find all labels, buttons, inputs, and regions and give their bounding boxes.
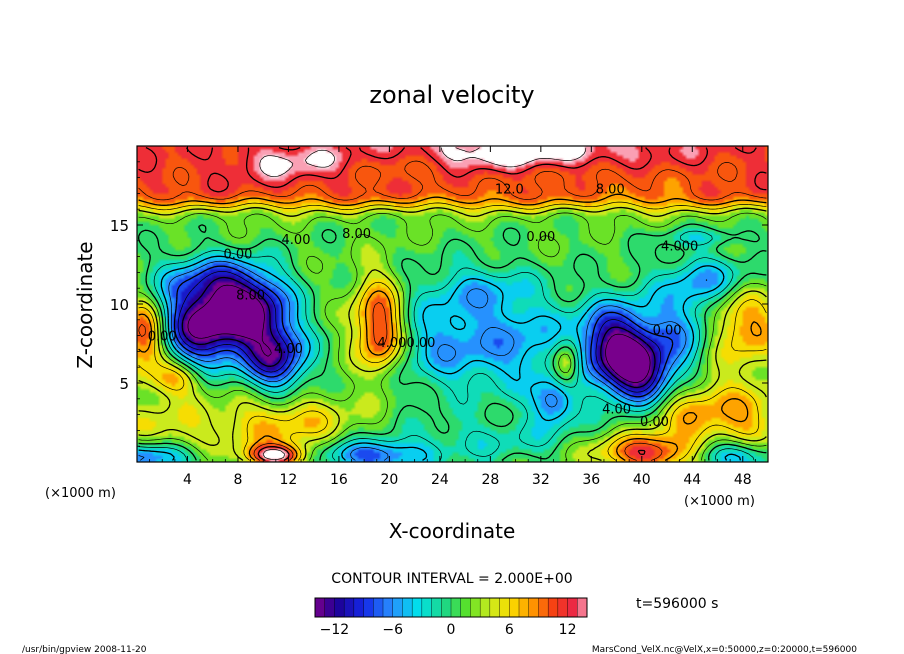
contour-line [138,212,767,461]
colorbar-frame [314,597,588,618]
contour-line [187,284,651,383]
x-unit-left: (×1000 m) [45,486,116,501]
colorbar-tick-label: 6 [505,622,514,638]
x-tick-label: 4 [183,472,192,488]
colorbar-segment [343,597,355,618]
contour-label: 4.00 [377,336,406,351]
contour-label: 0.00 [640,415,669,430]
colorbar-segment [450,597,462,618]
x-tick-label: 8 [233,472,242,488]
colorbar-segment [421,597,433,618]
y-axis-ticks: 5 10 15 [110,161,768,447]
footer-left: /usr/bin/gpview 2008-11-20 [22,645,147,654]
colorbar-tick-label: 0 [447,622,456,638]
colorbar-segment [518,597,530,618]
x-axis-ticks: 4 8 12 16 20 24 28 32 36 40 44 48 [149,146,756,488]
y-tick-label: 5 [119,375,129,393]
colorbar-ticks: −12 −6 0 6 12 [320,622,577,638]
colorbar-segment [567,597,578,618]
colorbar-segment [499,597,510,618]
contour-interval: CONTOUR INTERVAL = 2.000E+00 [331,571,572,587]
contour-line [138,206,767,462]
colorbar-segment [528,597,539,618]
contour-label: 8.00 [342,227,371,242]
colorbar-segment [363,597,374,618]
contour-line [173,265,674,398]
contour-line [138,223,767,461]
contour-label: 4.00 [274,342,303,357]
contour-label: 4.000 [661,240,698,255]
chart-title: zonal velocity [369,81,534,109]
x-tick-label: 44 [683,472,701,488]
contour-lines [138,146,767,462]
x-tick-label: 48 [734,472,752,488]
colorbar-segment [460,597,471,618]
x-tick-label: 28 [481,472,499,488]
x-tick-label: 24 [431,472,449,488]
contour-label: 0.00 [653,323,682,338]
colorbar-segment [479,597,491,618]
contour-label: 0.00 [148,330,177,345]
x-unit-right: (×1000 m) [684,494,755,509]
colorbar-segment [547,597,559,618]
colorbar-segment [509,597,520,618]
colorbar-segment [353,597,365,618]
colorbar-tick-label: −6 [382,622,403,638]
y-tick-label: 15 [110,217,129,235]
contour-line [138,230,755,461]
colorbar-tick-label: 12 [559,622,577,638]
colorbar-segment [392,597,403,618]
colorbar-segment [577,597,588,618]
colorbar-segment [382,597,394,618]
colorbar [314,597,588,618]
y-tick-label: 10 [110,296,129,314]
contour-label: 4.00 [602,402,631,417]
contour-line [138,255,742,461]
colorbar-segment [314,597,326,618]
colorbar-segment [431,597,442,618]
colorbar-segment [402,597,413,618]
contour-label: 8.00 [596,183,625,198]
x-tick-label: 20 [380,472,398,488]
colorbar-segment [538,597,549,618]
contour-label: 0.00 [526,230,555,245]
colorbar-segment [373,597,384,618]
colorbar-segment [411,597,423,618]
velocity-heatmap [137,146,768,462]
time-label: t=596000 s [636,596,718,612]
contour-label: 0.00 [406,336,435,351]
x-tick-label: 12 [280,472,298,488]
contour-line [138,201,767,461]
y-axis-label: Z-coordinate [73,241,97,368]
footer-right: MarsCond_VelX.nc@VelX,x=0:50000,z=0:2000… [592,645,857,654]
contour-label: 8.00 [236,289,265,304]
colorbar-segment [334,597,345,618]
x-tick-label: 32 [532,472,550,488]
colorbar-segment [324,597,335,618]
colorbar-segment [441,597,452,618]
colorbar-tick-label: −12 [320,622,350,638]
contour-line [138,146,767,462]
x-tick-label: 16 [330,472,348,488]
contour-label: 12.0 [495,183,524,198]
colorbar-segment [489,597,501,618]
contour-label: 4.00 [282,233,311,248]
contour-line [138,160,767,461]
contour-label: 0.00 [223,247,252,262]
contour-line [177,271,662,393]
contour-line [181,276,656,389]
contour-line [138,193,767,461]
x-axis-label: X-coordinate [389,519,516,543]
x-tick-label: 40 [633,472,651,488]
colorbar-segment [470,597,481,618]
x-tick-label: 36 [582,472,600,488]
contour-line [259,147,587,461]
contour-line [138,260,708,461]
colorbar-segment [557,597,569,618]
